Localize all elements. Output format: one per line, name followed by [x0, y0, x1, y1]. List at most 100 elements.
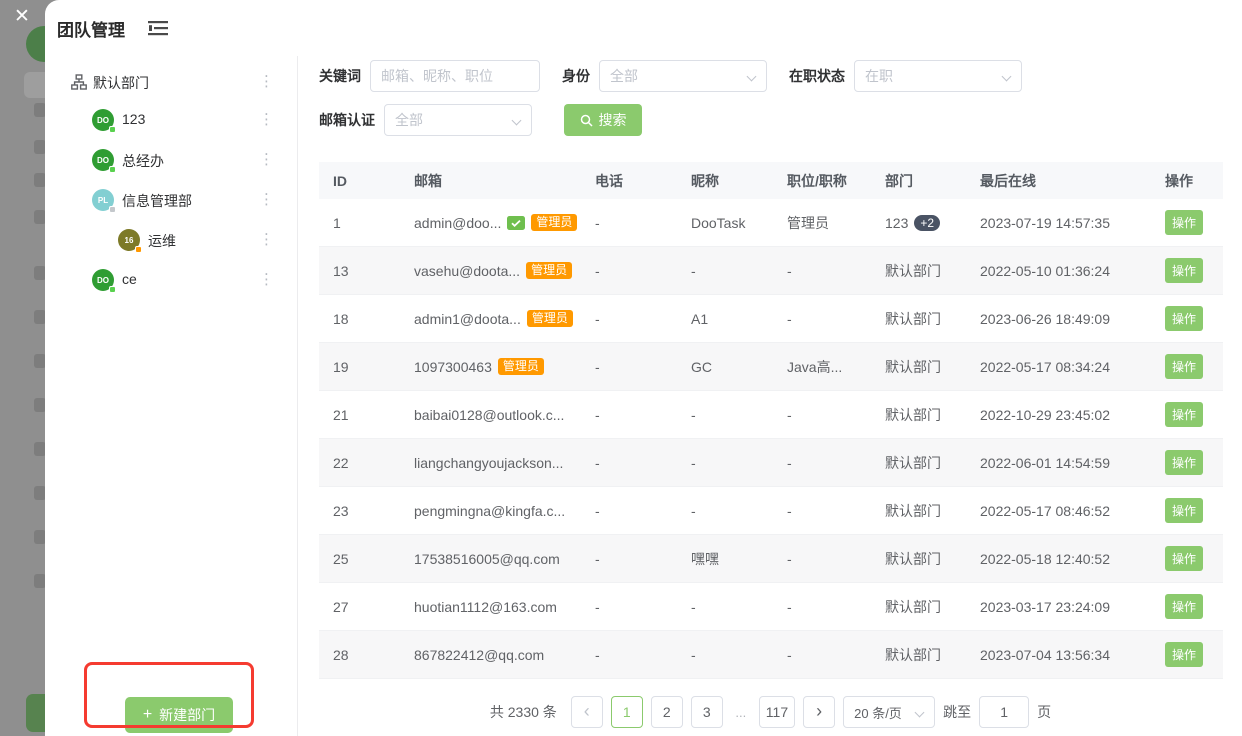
employment-select[interactable]: 在职: [854, 60, 1022, 92]
search-button-label: 搜索: [598, 112, 627, 128]
next-page-button[interactable]: ›: [803, 696, 836, 728]
collapse-list-icon[interactable]: [148, 20, 168, 36]
cell-action: 操作: [1155, 450, 1223, 475]
row-action-button[interactable]: 操作: [1165, 498, 1203, 523]
avatar-status-badge: [109, 286, 116, 293]
col-email: 邮箱: [414, 172, 442, 189]
identity-select[interactable]: 全部: [599, 60, 767, 92]
cell-phone: -: [595, 262, 600, 279]
row-action-button[interactable]: 操作: [1165, 306, 1203, 331]
page-button-3[interactable]: 3: [690, 696, 723, 728]
page-title: 团队管理: [57, 21, 125, 40]
cell-position: Java高...: [787, 358, 843, 375]
more-menu-icon[interactable]: ⋮: [259, 73, 274, 90]
page-button-1[interactable]: 1: [610, 696, 643, 728]
cell-phone: -: [595, 358, 600, 375]
cell-last-online: 2022-05-17 08:34:24: [980, 358, 1110, 375]
sidebar-dept-item[interactable]: 16 运维 ⋮: [45, 220, 297, 260]
more-menu-icon[interactable]: ⋮: [259, 231, 274, 248]
jump-page-input[interactable]: [979, 696, 1030, 728]
page-button-2[interactable]: 2: [650, 696, 683, 728]
add-department-label: 新建部门: [159, 707, 216, 723]
cell-position: -: [787, 550, 792, 567]
page-size-select[interactable]: 20 条/页: [843, 696, 936, 728]
chevron-down-icon: [511, 115, 522, 126]
avatar-status-badge: [109, 206, 116, 213]
cell-id: 18: [333, 310, 349, 327]
admin-badge: 管理员: [526, 262, 573, 279]
cell-id: 25: [333, 550, 349, 567]
sidebar-dept-item[interactable]: DO ce ⋮: [45, 260, 297, 300]
close-icon[interactable]: ✕: [14, 6, 30, 27]
row-action-button[interactable]: 操作: [1165, 402, 1203, 427]
sidebar-item-label: 运维: [148, 233, 176, 249]
keyword-input[interactable]: [370, 60, 540, 92]
table-header-row: ID 邮箱 电话 昵称 职位/职称 部门 最后在线 操作: [319, 162, 1223, 199]
table-row: 25 17538516005@qq.com - 嘿嘿 - 默认部门 2022-0…: [319, 535, 1223, 583]
department-text: 默认部门: [885, 310, 941, 327]
email-verify-select[interactable]: 全部: [384, 104, 532, 136]
more-menu-icon[interactable]: ⋮: [259, 271, 274, 288]
more-menu-icon[interactable]: ⋮: [259, 191, 274, 208]
page-button-117[interactable]: 117: [758, 696, 796, 728]
cell-department: 默认部门: [871, 501, 966, 521]
cell-phone: -: [595, 310, 600, 327]
row-action-button[interactable]: 操作: [1165, 210, 1203, 235]
background-icon: [34, 354, 46, 368]
row-action-button[interactable]: 操作: [1165, 354, 1203, 379]
row-action-button[interactable]: 操作: [1165, 594, 1203, 619]
cell-department: 默认部门: [871, 261, 966, 281]
prev-page-button[interactable]: ‹: [570, 696, 603, 728]
department-text: 默认部门: [885, 406, 941, 423]
search-button[interactable]: 搜索: [564, 104, 642, 136]
cell-position: -: [787, 262, 792, 279]
row-action-button[interactable]: 操作: [1165, 642, 1203, 667]
identity-value: 全部: [610, 68, 638, 84]
email-verified-icon: [507, 215, 526, 230]
cell-action: 操作: [1155, 546, 1223, 571]
cell-department: 默认部门: [871, 645, 966, 665]
more-menu-icon[interactable]: ⋮: [259, 111, 274, 128]
row-action-button[interactable]: 操作: [1165, 546, 1203, 571]
department-text: 默认部门: [885, 262, 941, 279]
row-action-button[interactable]: 操作: [1165, 450, 1203, 475]
keyword-label: 关键词: [319, 68, 361, 84]
cell-email: admin@doo... 管理员: [400, 214, 581, 231]
cell-phone: -: [595, 598, 600, 615]
cell-position: -: [787, 454, 792, 471]
department-avatar: DO: [92, 109, 116, 133]
cell-email: vasehu@doota... 管理员: [400, 262, 581, 279]
col-nickname: 昵称: [691, 172, 719, 189]
modal-header: 团队管理: [45, 0, 1242, 56]
table-row: 28 867822412@qq.com - - - 默认部门 2023-07-0…: [319, 631, 1223, 679]
cell-last-online: 2023-03-17 23:24:09: [980, 598, 1110, 615]
search-icon: [580, 114, 593, 127]
cell-email: 867822412@qq.com: [400, 647, 581, 663]
sidebar-item-default-department[interactable]: 默认部门 ⋮: [45, 68, 297, 96]
department-extra-badge[interactable]: +2: [914, 214, 941, 231]
row-action-button[interactable]: 操作: [1165, 258, 1203, 283]
cell-phone: -: [595, 214, 600, 231]
email-text: 17538516005@qq.com: [414, 550, 560, 567]
sidebar-dept-item[interactable]: DO 总经办 ⋮: [45, 140, 297, 180]
department-text: 123: [885, 214, 909, 231]
email-text: huotian1112@163.com: [414, 598, 557, 615]
cell-phone: -: [595, 406, 600, 423]
filter-bar: 关键词 身份 全部 在职状态 在职 邮箱认证 全部: [319, 56, 1222, 158]
col-phone: 电话: [595, 172, 623, 189]
background-icon: [34, 210, 46, 224]
col-department: 部门: [885, 172, 913, 189]
email-text: liangchangyoujackson...: [414, 454, 564, 471]
more-menu-icon[interactable]: ⋮: [259, 151, 274, 168]
sidebar-item-label: 总经办: [122, 153, 164, 169]
cell-position: -: [787, 598, 792, 615]
cell-department: 默认部门: [871, 405, 966, 425]
background-icon: [34, 140, 46, 154]
add-department-button[interactable]: + 新建部门: [125, 697, 233, 733]
sidebar-dept-item[interactable]: PL 信息管理部 ⋮: [45, 180, 297, 220]
sidebar-dept-item[interactable]: DO 123 ⋮: [45, 100, 297, 140]
cell-action: 操作: [1155, 258, 1223, 283]
col-last-online: 最后在线: [980, 172, 1036, 189]
cell-last-online: 2022-05-18 12:40:52: [980, 550, 1110, 567]
cell-phone: -: [595, 550, 600, 567]
